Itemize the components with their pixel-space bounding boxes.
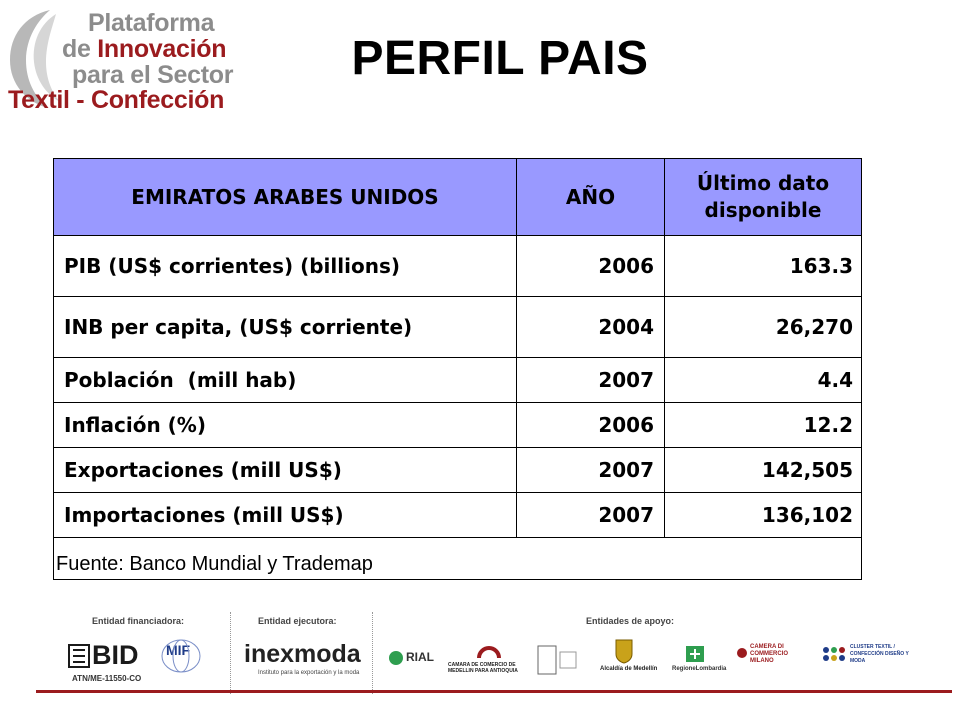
rial-circle-icon [389, 651, 403, 665]
logo-line-2: de Innovación [62, 35, 227, 63]
row-value: 142,505 [664, 447, 862, 493]
camara-medellin-logo: CAMARA DE COMERCIO DE MEDELLIN PARA ANTI… [448, 662, 518, 674]
table-header-row: EMIRATOS ARABES UNIDOS AÑO Último dato d… [53, 158, 862, 236]
sponsors-strip: Entidad financiadora: Entidad ejecutora:… [0, 600, 960, 710]
regione-lombardia-icon [686, 646, 704, 662]
logo-line-2-accent: Innovación [97, 35, 227, 63]
row-value: 163.3 [664, 235, 862, 297]
row-label: PIB (US$ corrientes) (billions) [53, 235, 517, 297]
platform-logo: Plataforma de Innovación para el Sector … [4, 6, 234, 114]
regione-lombardia-logo: RegioneLombardia [672, 666, 727, 672]
milano-seal-icon [537, 645, 577, 675]
executing-label: Entidad ejecutora: [258, 616, 337, 626]
camara-medellin-emblem-icon [477, 646, 501, 659]
table-row: Importaciones (mill US$) 2007 136,102 [53, 492, 862, 538]
mif-logo: MIF [166, 642, 191, 658]
row-year: 2006 [516, 402, 665, 448]
row-label: Población (mill hab) [53, 357, 517, 403]
table-row: Exportaciones (mill US$) 2007 142,505 [53, 447, 862, 493]
row-value: 4.4 [664, 357, 862, 403]
row-value: 26,270 [664, 296, 862, 358]
source-row: Fuente: Banco Mundial y Trademap [53, 537, 862, 580]
page-title: PERFIL PAIS [351, 32, 649, 85]
rial-logo: RIAL [406, 650, 434, 664]
header-year: AÑO [516, 158, 665, 236]
bid-emblem-icon [68, 644, 90, 668]
logo-line-2-prefix: de [62, 35, 98, 63]
row-value: 136,102 [664, 492, 862, 538]
header-country: EMIRATOS ARABES UNIDOS [53, 158, 517, 236]
logo-line-1: Plataforma [88, 9, 215, 37]
alcaldia-logo: Alcaldía de Medellín [600, 666, 658, 672]
mif-globe-icon [161, 639, 201, 673]
row-label: Importaciones (mill US$) [53, 492, 517, 538]
platform-logo-swoosh-icon [10, 10, 60, 108]
sponsor-divider [372, 612, 373, 694]
row-label: INB per capita, (US$ corriente) [53, 296, 517, 358]
header-latest-value: Último dato disponible [664, 158, 862, 236]
row-year: 2007 [516, 357, 665, 403]
camera-milano-emblem-icon [737, 648, 747, 658]
row-label: Exportaciones (mill US$) [53, 447, 517, 493]
cluster-dots-icon [823, 647, 845, 661]
table-row: PIB (US$ corrientes) (billions) 2006 163… [53, 235, 862, 297]
table-row: INB per capita, (US$ corriente) 2004 26,… [53, 296, 862, 358]
inexmoda-tagline: Instituto para la exportación y la moda [258, 670, 360, 676]
inexmoda-logo: inexmoda [244, 640, 361, 668]
source-note: Fuente: Banco Mundial y Trademap [53, 537, 862, 580]
country-profile-table: EMIRATOS ARABES UNIDOS AÑO Último dato d… [53, 158, 862, 580]
support-label: Entidades de apoyo: [586, 616, 675, 626]
row-label: Inflación (%) [53, 402, 517, 448]
row-value: 12.2 [664, 402, 862, 448]
camera-milano-logo: CAMERA DI COMMERCIO MILANO [750, 644, 788, 664]
bid-code: ATN/ME-11550-CO [72, 674, 142, 683]
row-year: 2004 [516, 296, 665, 358]
table-row: Inflación (%) 2006 12.2 [53, 402, 862, 448]
logo-line-3: para el Sector [72, 61, 234, 89]
table-row: Población (mill hab) 2007 4.4 [53, 357, 862, 403]
row-year: 2006 [516, 235, 665, 297]
sponsor-divider [230, 612, 231, 694]
financing-label: Entidad financiadora: [92, 616, 185, 626]
row-year: 2007 [516, 447, 665, 493]
logo-line-4: Textil - Confección [8, 86, 225, 114]
cluster-logo: CLUSTER TEXTIL / CONFECCIÓN DISEÑO Y MOD… [850, 644, 909, 664]
alcaldia-shield-icon [615, 639, 633, 664]
bid-logo: BID [92, 640, 139, 670]
row-year: 2007 [516, 492, 665, 538]
bottom-rule [36, 690, 952, 693]
